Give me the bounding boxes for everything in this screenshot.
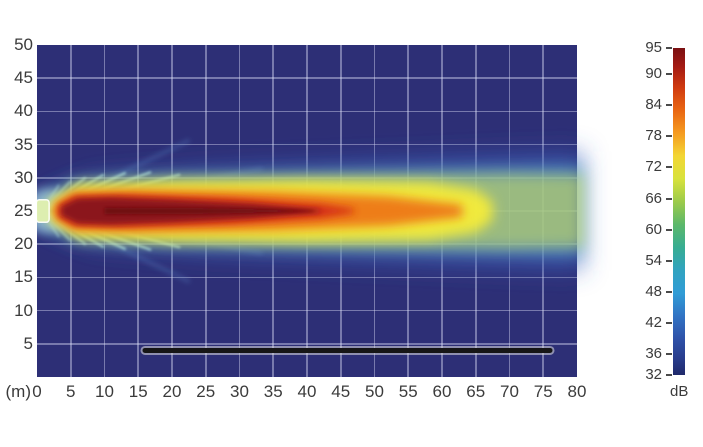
beam-layer-dark-spike: [104, 207, 314, 215]
x-tick-label: 60: [432, 382, 452, 401]
colorbar-tick-mark: [666, 104, 672, 107]
x-tick-label: 15: [128, 382, 148, 401]
x-tick-label: 75: [533, 382, 553, 401]
x-tick-label: 65: [466, 382, 486, 401]
y-tick-label: 45: [14, 68, 33, 88]
colorbar-tick-label: 32: [645, 366, 662, 383]
gridline-horizontal: [37, 276, 577, 279]
axis-unit-label: (m): [5, 382, 31, 401]
colorbar-tick-label: 42: [645, 314, 662, 332]
x-tick-label: 55: [398, 382, 418, 401]
y-tick-label: 5: [23, 333, 33, 353]
gridline-horizontal: [37, 110, 577, 113]
x-tick-label: 30: [230, 382, 249, 401]
colorbar-tick-mark: [666, 166, 672, 169]
colorbar-tick-mark: [666, 290, 672, 293]
x-tick-label: 25: [196, 382, 216, 401]
gridline-horizontal: [37, 143, 577, 146]
colorbar: 95 90 84 78 72 66 60 54 48 42 36 32 dB: [600, 0, 703, 447]
colorbar-tick-label: 66: [645, 189, 662, 207]
x-tick-label: 5: [66, 382, 76, 401]
colorbar-tick-mark: [666, 353, 672, 356]
colorbar-tick-label: 60: [645, 220, 662, 238]
colorbar-tick-label: 72: [645, 158, 662, 176]
gridline-horizontal: [37, 77, 577, 80]
x-tick-label: 70: [500, 382, 519, 401]
colorbar-tick-label: 48: [645, 282, 662, 300]
colorbar-tick-mark: [666, 374, 672, 376]
colorbar-tick-label: 54: [645, 251, 662, 269]
colorbar-tick-mark: [666, 259, 672, 262]
colorbar-tick-mark: [666, 322, 672, 325]
colorbar-tick-label: 95: [645, 39, 662, 56]
source-marker: [37, 198, 50, 224]
gridline-horizontal: [37, 309, 577, 312]
x-tick-label: 45: [331, 382, 351, 401]
colorbar-tick-label: 90: [645, 64, 662, 82]
colorbar-tick-mark: [666, 72, 672, 75]
x-tick-label: 20: [162, 382, 182, 401]
colorbar-tick-label: 84: [645, 96, 662, 114]
y-tick-label: 10: [14, 300, 33, 320]
x-tick-label: 35: [263, 382, 283, 401]
y-tick-label: 20: [14, 234, 33, 254]
x-tick-label: 10: [95, 382, 114, 401]
y-tick-label: 30: [14, 167, 33, 187]
y-tick-label: 35: [14, 134, 33, 154]
y-tick-label: 50: [14, 35, 33, 54]
gridline-horizontal: [37, 342, 577, 345]
beam-heatmap-canvas: [37, 138, 584, 355]
y-tick-label: 15: [14, 267, 33, 287]
x-tick-label: 80: [567, 382, 587, 401]
y-tick-label: 40: [14, 101, 33, 121]
y-tick-label: 25: [14, 201, 33, 220]
colorbar-tick-label: 36: [645, 345, 662, 363]
colorbar-tick-mark: [666, 135, 672, 138]
x-tick-label: 50: [365, 382, 384, 401]
colorbar-tick-mark: [666, 228, 672, 231]
colorbar-tick-mark: [666, 197, 672, 200]
colorbar-unit-label: dB: [670, 383, 689, 400]
colorbar-tick-mark: [666, 47, 672, 49]
x-tick-label: 0: [32, 382, 42, 401]
x-tick-label: 40: [297, 382, 317, 401]
colorbar-tick-label: 78: [645, 127, 662, 145]
plot-area: [37, 45, 584, 377]
colorbar-gradient: [673, 48, 685, 375]
